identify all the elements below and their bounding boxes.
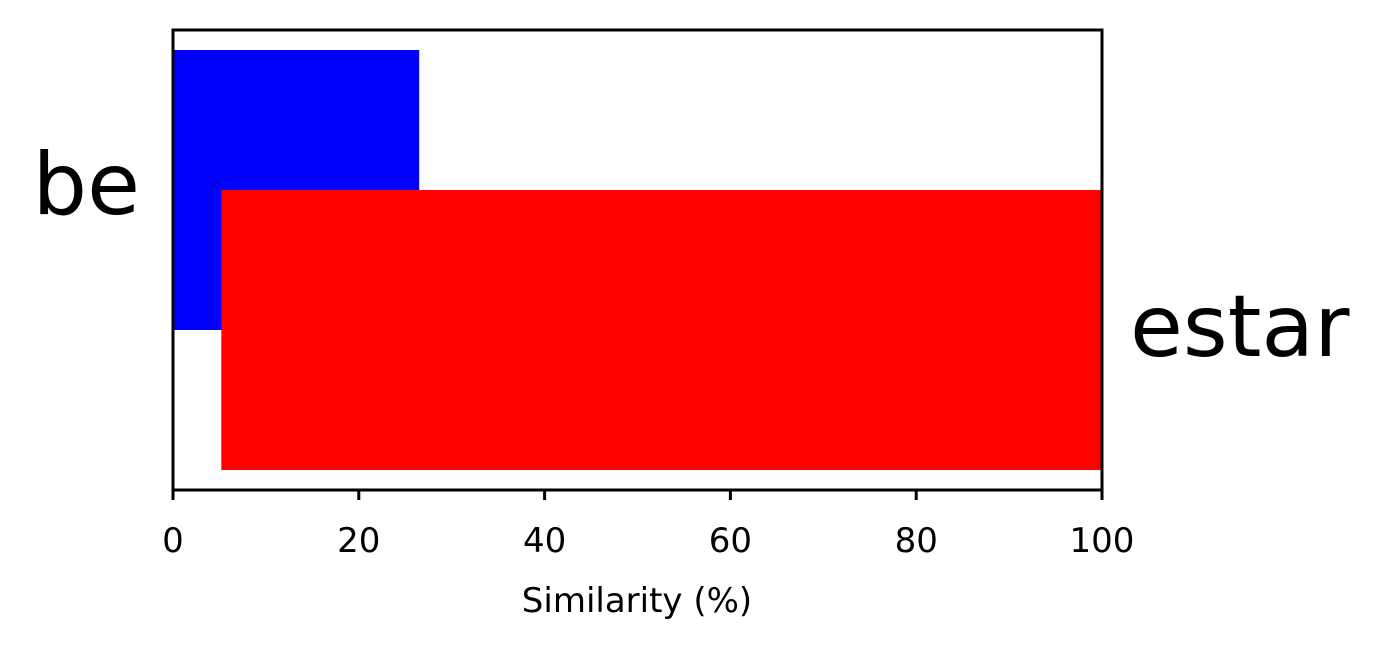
x-tick-label: 40	[523, 521, 566, 561]
x-tick-label: 0	[162, 521, 184, 561]
x-tick-label: 60	[709, 521, 752, 561]
x-axis-label: Similarity (%)	[522, 581, 752, 621]
word-label-estar: estar	[1130, 277, 1350, 377]
word-label-be: be	[33, 135, 141, 235]
x-tick-label: 20	[337, 521, 380, 561]
plot-frame	[171, 28, 1104, 492]
x-tick-label: 80	[895, 521, 938, 561]
bars-layer	[173, 50, 1103, 470]
bar-estar	[221, 190, 1103, 470]
x-axis-ticks: 0 20 40 60 80 100	[162, 490, 1134, 561]
x-tick-label: 100	[1070, 521, 1135, 561]
